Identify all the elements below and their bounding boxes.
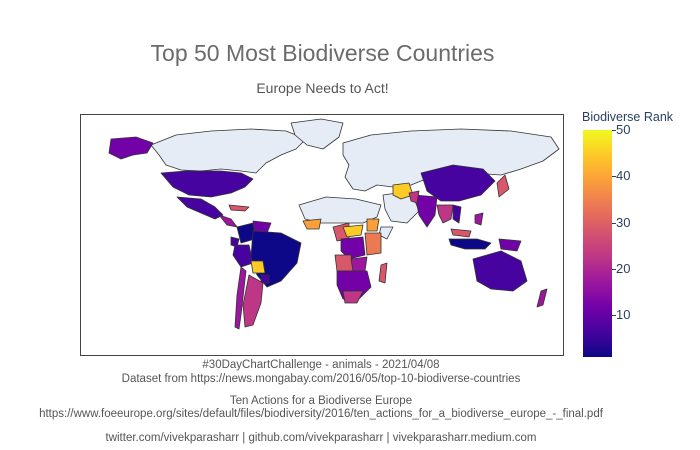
footer-line-4: https://www.foeeurope.org/sites/default/… [39,408,603,420]
country-vietnam[interactable] [452,204,462,224]
footer-line-3: Ten Actions for a Biodiverse Europe [229,395,413,407]
world-map[interactable] [80,114,564,356]
map-svg [108,118,560,330]
colorbar-tick-label: 10 [616,307,631,323]
country-alaska-usa[interactable] [108,136,154,160]
land-east-africa[interactable] [378,226,394,240]
country-west-africa[interactable] [302,218,322,230]
colorbar-tickmark [612,222,616,224]
country-central-america[interactable] [218,214,238,228]
colorbar-title: Biodiverse Rank [582,110,674,124]
country-bolivia[interactable] [250,260,266,274]
country-madagascar[interactable] [378,262,388,284]
country-central-africa[interactable] [342,224,364,238]
country-pakistan[interactable] [408,190,420,204]
land-greenland[interactable] [290,118,344,150]
country-malaysia[interactable] [450,228,472,238]
country-ethiopia[interactable] [366,218,380,232]
colorbar-tickmark [612,268,616,270]
country-paraguay[interactable] [260,274,270,284]
country-chile[interactable] [234,266,247,330]
country-usa[interactable] [160,170,254,198]
colorbar-tickmark [612,315,616,317]
country-indonesia[interactable] [448,238,492,250]
country-zambia[interactable] [350,256,368,272]
footer-line-5: twitter.com/vivekparasharr | github.com/… [105,432,537,444]
country-philippines[interactable] [474,212,484,226]
country-mexico[interactable] [176,196,224,220]
colorbar-tickmark [612,130,616,131]
country-australia[interactable] [472,250,528,292]
country-tanzania-kenya[interactable] [364,232,382,256]
colorbar-tick-label: 50 [616,122,631,137]
country-argentina[interactable] [242,274,264,328]
country-china[interactable] [420,164,496,202]
country-dr-congo[interactable] [340,236,366,260]
country-india[interactable] [414,194,438,228]
colorbar-tick-label: 40 [616,168,631,184]
country-new-zealand[interactable] [536,288,548,308]
country-papua-new-guinea[interactable] [498,238,522,252]
country-caribbean[interactable] [228,204,250,212]
footer-line-1: #30DayChartChallenge - animals - 2021/04… [202,359,440,371]
land-canada[interactable] [150,128,307,174]
footer-line-2: Dataset from https://news.mongabay.com/2… [121,373,521,385]
colorbar-tickmark [612,176,616,178]
colorbar-tick-label: 20 [616,260,631,276]
country-south-africa[interactable] [342,290,364,304]
colorbar [583,130,612,357]
country-brazil[interactable] [250,230,302,288]
country-myanmar-thailand[interactable] [436,204,454,224]
country-iran[interactable] [392,182,414,200]
country-japan[interactable] [496,174,510,198]
colorbar-tick-label: 30 [616,214,631,230]
chart-subtitle: Europe Needs to Act! [256,80,389,96]
chart-title: Top 50 Most Biodiverse Countries [150,40,495,66]
country-angola[interactable] [334,254,354,272]
country-peru[interactable] [232,244,254,268]
